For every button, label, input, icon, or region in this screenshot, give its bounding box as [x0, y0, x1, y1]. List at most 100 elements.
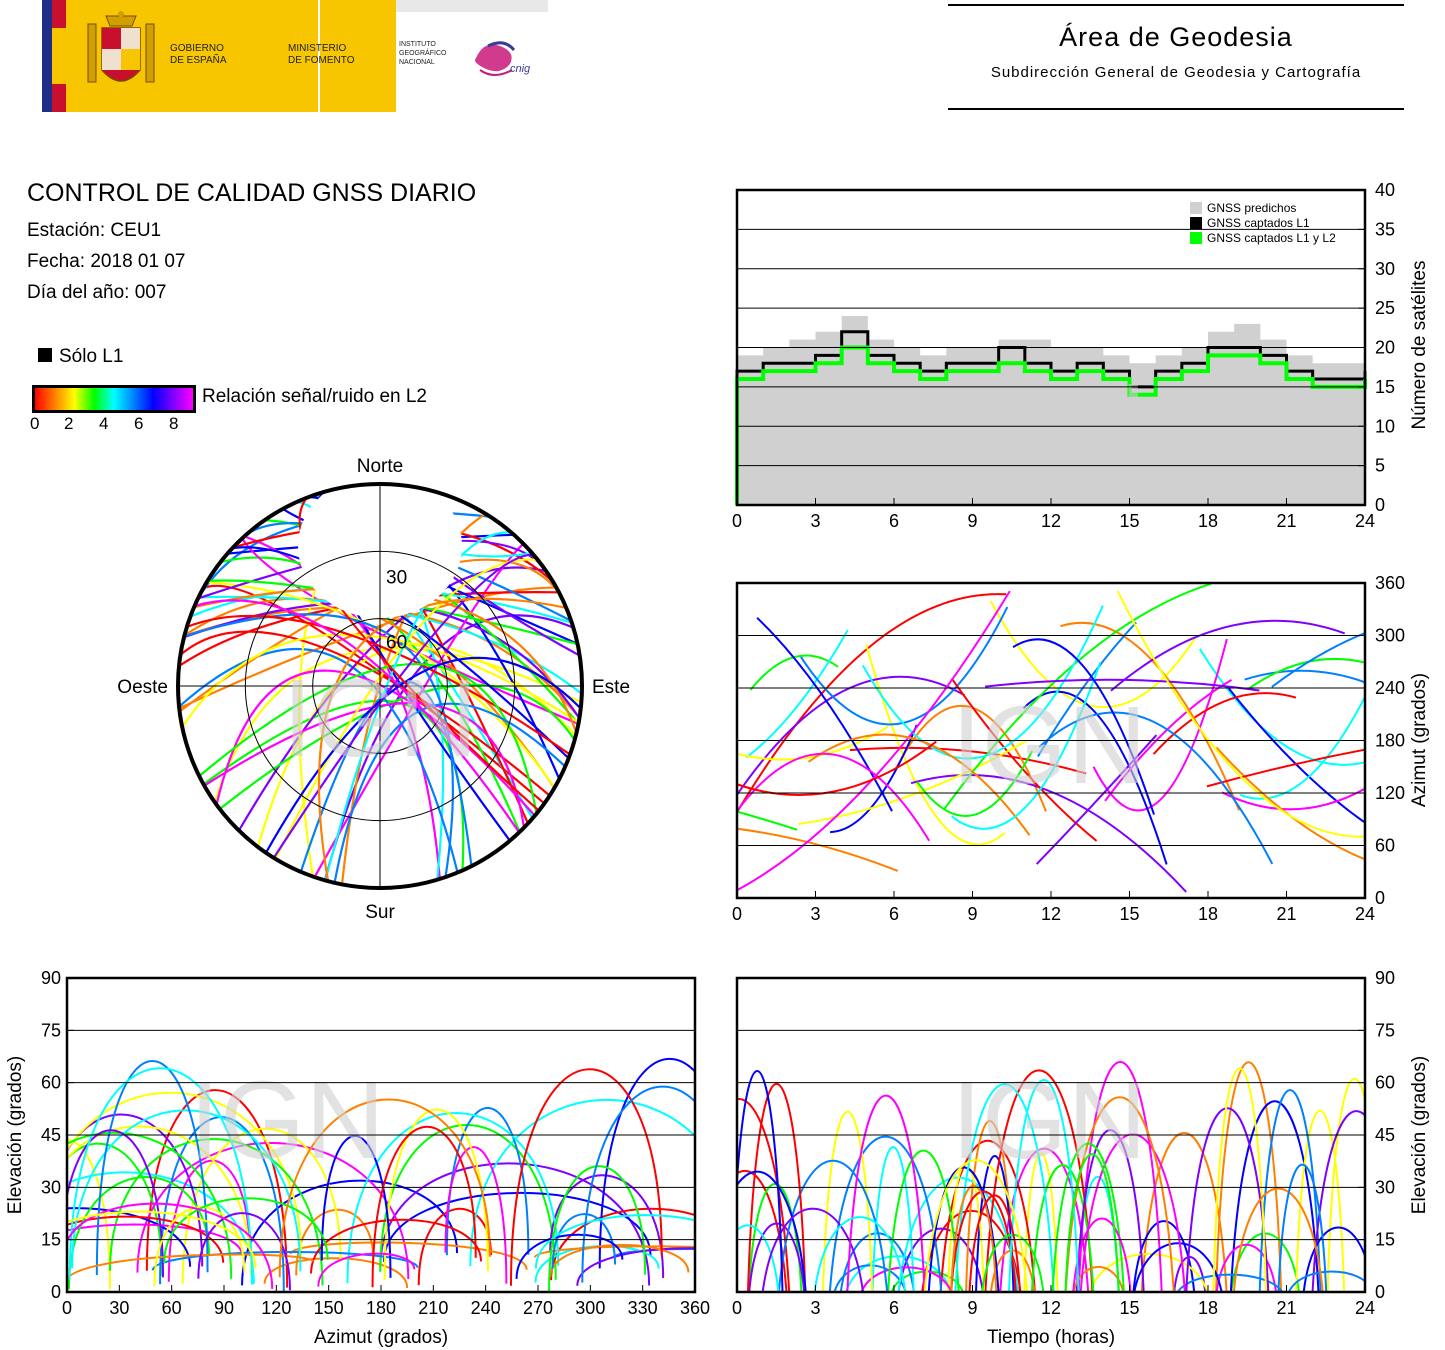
satellite-track: [984, 678, 1260, 692]
x-tick-label: 12: [1041, 511, 1061, 531]
skyplot-track: [179, 630, 551, 797]
x-tick-label: 3: [810, 511, 820, 531]
elevation-time-track: [1287, 1270, 1365, 1292]
elevation-time-track: [737, 1170, 807, 1292]
elevation-time-track: [1302, 1226, 1365, 1292]
ring-label-60: 60: [386, 633, 407, 654]
elevation-track: [181, 1127, 342, 1284]
satellite-track: [737, 675, 966, 797]
x-tick-label: 21: [1276, 904, 1296, 924]
plot-frame: [735, 976, 1367, 1294]
elevation-time-track: [975, 1154, 1015, 1292]
y-tick-label: 90: [41, 968, 61, 988]
y-tick-label: 35: [1375, 219, 1395, 239]
legend-swatch: [1190, 202, 1202, 214]
elevation-track: [533, 1245, 695, 1259]
x-tick-label: 6: [889, 904, 899, 924]
elevation-time-track: [1140, 1132, 1228, 1292]
area-subtitle: Subdirección General de Geodesia y Carto…: [990, 64, 1362, 81]
x-tick-label: 24: [1355, 1298, 1375, 1318]
x-tick-label: 21: [1276, 1298, 1296, 1318]
elevation-track: [67, 1176, 211, 1290]
elevation-track: [320, 1135, 392, 1278]
satellite-track: [756, 617, 893, 812]
doy-label: Día del año: 007: [27, 282, 167, 303]
elevation-time-track: [748, 1222, 806, 1292]
y-tick-label: 15: [41, 1230, 61, 1250]
x-tick-label: 3: [810, 1298, 820, 1318]
satellite-track: [1035, 734, 1158, 865]
cnig-logo-icon: cnig: [475, 41, 531, 76]
x-tick-label: 240: [471, 1298, 501, 1318]
satellite-track: [1215, 746, 1365, 861]
y-tick-label: 180: [1375, 731, 1405, 751]
x-tick-label: 3: [810, 904, 820, 924]
x-tick-label: 300: [575, 1298, 605, 1318]
satellite-track: [861, 605, 1104, 760]
skyplot-track: [202, 584, 546, 805]
elevation-time-track: [1051, 1142, 1125, 1292]
elevation-track: [534, 1214, 695, 1269]
y-tick-label: 0: [1375, 1282, 1385, 1302]
elevation-track: [136, 1141, 410, 1280]
elevation-track: [371, 1125, 477, 1288]
satellite-track: [830, 724, 918, 834]
x-tick-label: 18: [1198, 1298, 1218, 1318]
y-tick-label: 30: [1375, 259, 1395, 279]
satellite-track: [849, 746, 1087, 775]
satellite-track: [1206, 748, 1365, 788]
elevation-track: [67, 1113, 204, 1267]
elevation-time-track: [949, 1184, 998, 1292]
ministerio-label: MINISTERIO DE FOMENTO: [288, 43, 355, 66]
legend-label: GNSS captados L1 y L2: [1207, 231, 1336, 245]
y-tick-label: 0: [1375, 495, 1385, 515]
elevation-track: [581, 1085, 695, 1283]
elevation-track: [67, 1223, 244, 1256]
elevation-time-track: [1064, 1153, 1120, 1292]
x-tick-label: 9: [967, 511, 977, 531]
date-label: Fecha: 2018 01 07: [27, 251, 186, 272]
elevation-time-track: [845, 1255, 952, 1292]
y-tick-label: 40: [1375, 180, 1395, 200]
satellite-track: [916, 750, 1034, 817]
azimuth-time-chart: IGN 0 60 120 180 240 300 360 0 3 6 9 12 15 18 21 24 Azimu…: [732, 573, 1430, 924]
elevation-time-track: [984, 1069, 1094, 1292]
y-tick-label: 300: [1375, 626, 1405, 646]
y-axis-label: Elevación (grados): [5, 1056, 26, 1214]
svg-text:cnig: cnig: [510, 63, 531, 75]
east-label: Este: [592, 677, 630, 698]
elevation-tracks: [67, 1058, 695, 1292]
snr-label: Relación señal/ruido en L2: [202, 386, 427, 407]
elevation-track: [310, 1218, 482, 1274]
snr-tick: 0: [30, 414, 40, 433]
satellite-track: [1022, 690, 1168, 865]
elevation-time-track: [1232, 1187, 1324, 1292]
y-tick-label: 0: [1375, 888, 1385, 908]
elevation-track: [71, 1109, 302, 1272]
elevation-time-track: [1008, 1079, 1080, 1292]
elevation-time-track: [1212, 1067, 1267, 1292]
ring-label-30: 30: [386, 567, 407, 588]
x-tick-label: 360: [680, 1298, 710, 1318]
elevation-time-track: [1075, 1129, 1145, 1292]
satellite-track: [737, 590, 1011, 892]
elevation-time-track: [1072, 1266, 1125, 1292]
l1-only-swatch: [38, 348, 52, 362]
x-tick-label: 0: [62, 1298, 72, 1318]
elevation-azimuth-chart: IGN 0 15 30 45 60 75 90 0 30 60 90 120 150 180 210 240 27…: [5, 968, 710, 1348]
satellite-track: [737, 810, 798, 831]
elevation-time-track: [1311, 1110, 1365, 1292]
x-tick-label: 120: [261, 1298, 291, 1318]
satellite-track: [737, 827, 899, 872]
elevation-track: [68, 1067, 254, 1285]
x-tick-label: 18: [1198, 511, 1218, 531]
ign-label: INSTITUTO GEOGRÁFICO NACIONAL: [399, 41, 447, 66]
x-tick-label: 0: [732, 1298, 742, 1318]
satellite-track: [1244, 669, 1365, 684]
elevation-time-track: [1215, 1061, 1283, 1292]
skyplot-track: [215, 669, 536, 817]
skyplot-track: [186, 614, 571, 756]
elevation-track: [67, 1171, 255, 1284]
x-tick-label: 6: [889, 511, 899, 531]
x-tick-label: 12: [1041, 1298, 1061, 1318]
